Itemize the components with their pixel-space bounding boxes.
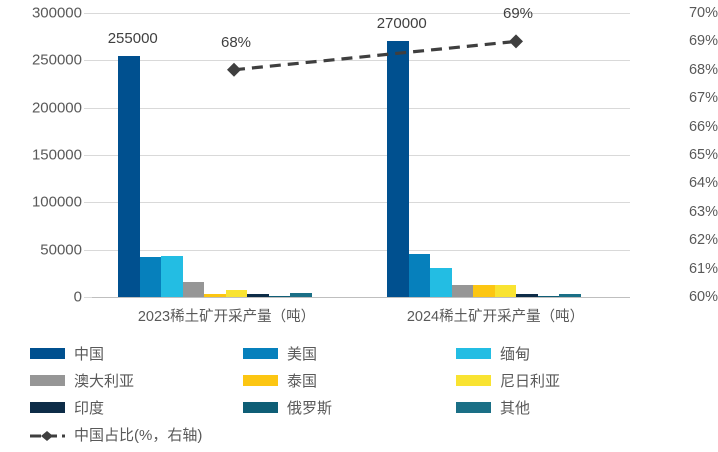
- y-axis-right-tick: 66%: [688, 118, 718, 135]
- y-axis-left-tick: 250000: [31, 51, 82, 69]
- legend-swatch-icon: [456, 402, 491, 413]
- legend-item-泰国[interactable]: 泰国: [243, 367, 456, 394]
- legend-label: 缅甸: [500, 346, 531, 363]
- legend-row: 印度 俄罗斯 其他: [30, 394, 690, 421]
- legend-item-俄罗斯[interactable]: 俄罗斯: [243, 394, 456, 421]
- bar-3-1: [451, 284, 473, 297]
- legend-swatch-icon: [30, 402, 65, 413]
- line-data-label-1: 69%: [502, 5, 534, 23]
- legend-label: 中国: [74, 346, 105, 363]
- legend-label: 美国: [287, 346, 318, 363]
- y-axis-right-tick: 61%: [688, 260, 718, 277]
- bar-5-1: [494, 284, 516, 297]
- legend-swatch-icon: [456, 375, 491, 386]
- legend-item-美国[interactable]: 美国: [243, 340, 456, 367]
- legend-swatch-icon: [243, 348, 278, 359]
- gridline: [92, 155, 630, 156]
- gridline: [92, 107, 630, 109]
- x-axis-category-0: 2023稀土矿开采产量（吨）: [137, 309, 316, 325]
- y-axis-right-tick: 60%: [688, 289, 718, 305]
- y-axis-left-tickmark: [84, 60, 92, 62]
- bar-7-0: [268, 296, 290, 297]
- y-axis-left-tickmark: [84, 249, 92, 251]
- bar-1-0: [139, 257, 161, 297]
- y-axis-left-tickmark: [84, 155, 92, 156]
- legend-item-澳大利亚[interactable]: 澳大利亚: [30, 367, 243, 394]
- bar-0-0: [118, 55, 140, 297]
- legend-item-中国[interactable]: 中国: [30, 340, 243, 367]
- gridline: [92, 13, 630, 14]
- bar-7-1: [537, 296, 559, 297]
- bar-data-label-1: 270000: [376, 15, 427, 33]
- y-axis-right-tick: 70%: [688, 5, 718, 21]
- bar-5-0: [225, 290, 247, 297]
- y-axis-right-tick: 69%: [688, 33, 718, 50]
- legend-label: 中国占比(%，右轴): [74, 427, 203, 444]
- y-axis-right-tick: 63%: [688, 203, 718, 220]
- bar-4-0: [204, 293, 226, 297]
- y-axis-right-tick: 62%: [688, 232, 718, 249]
- legend-label: 泰国: [287, 373, 318, 390]
- legend-item-其他[interactable]: 其他: [456, 394, 669, 421]
- y-axis-right-tick: 67%: [688, 90, 718, 107]
- legend-item-缅甸[interactable]: 缅甸: [456, 340, 669, 367]
- bar-2-0: [161, 256, 183, 297]
- y-axis-right-tick: 64%: [688, 175, 718, 192]
- y-axis-left-tick: 50000: [40, 241, 82, 259]
- y-axis-right-tick: 68%: [688, 61, 718, 78]
- line-data-label-0: 68%: [220, 33, 252, 51]
- plot-area: [92, 13, 630, 298]
- x-axis-category-1: 2024稀土矿开采产量（吨）: [406, 309, 585, 325]
- legend-label: 俄罗斯: [287, 400, 333, 417]
- legend-item-尼日利亚[interactable]: 尼日利亚: [456, 367, 669, 394]
- legend-row: 中国占比(%，右轴): [30, 421, 690, 448]
- y-axis-left-tick: 200000: [31, 99, 82, 117]
- bar-6-1: [516, 294, 538, 297]
- legend-swatch-icon: [30, 348, 65, 359]
- gridline: [92, 249, 630, 251]
- y-axis-left-tick: 300000: [31, 4, 82, 22]
- legend-label: 澳大利亚: [74, 373, 135, 390]
- bar-0-1: [387, 41, 409, 297]
- gridline: [92, 60, 630, 62]
- line-marker-icon: [30, 429, 65, 441]
- y-axis-left-tickmark: [84, 297, 92, 298]
- legend-swatch-icon: [456, 348, 491, 359]
- legend-row: 中国 美国 缅甸: [30, 340, 690, 367]
- legend-row: 澳大利亚 泰国 尼日利亚: [30, 367, 690, 394]
- y-axis-left-tick: 100000: [31, 193, 82, 211]
- y-axis-left-tick: 150000: [31, 146, 82, 164]
- y-axis-left-tick: 0: [73, 288, 82, 306]
- legend-swatch-icon: [243, 375, 278, 386]
- y-axis-left-tickmark: [84, 107, 92, 109]
- bar-6-0: [247, 294, 269, 297]
- bar-2-1: [430, 267, 452, 297]
- bar-4-1: [473, 284, 495, 297]
- legend-item-印度[interactable]: 印度: [30, 394, 243, 421]
- legend-swatch-icon: [243, 402, 278, 413]
- bar-8-0: [290, 293, 312, 297]
- legend-label: 印度: [74, 400, 105, 417]
- chart-legend: 中国 美国 缅甸澳大利亚 泰国 尼日利亚印度 俄罗斯 其他中国占比(%，右轴): [30, 340, 690, 448]
- y-axis-left-tickmark: [84, 13, 92, 14]
- bar-1-1: [408, 254, 430, 297]
- legend-swatch-icon: [30, 375, 65, 386]
- legend-item-中国占比(%，右轴)[interactable]: 中国占比(%，右轴): [30, 421, 243, 448]
- bar-3-0: [182, 281, 204, 297]
- bar-8-1: [559, 293, 581, 297]
- axis-baseline: [92, 297, 630, 298]
- legend-label: 其他: [500, 400, 531, 417]
- y-axis-left-tickmark: [84, 202, 92, 204]
- legend-label: 尼日利亚: [500, 373, 561, 390]
- gridline: [92, 202, 630, 204]
- bar-data-label-0: 255000: [107, 29, 158, 47]
- y-axis-right-tick: 65%: [688, 147, 718, 163]
